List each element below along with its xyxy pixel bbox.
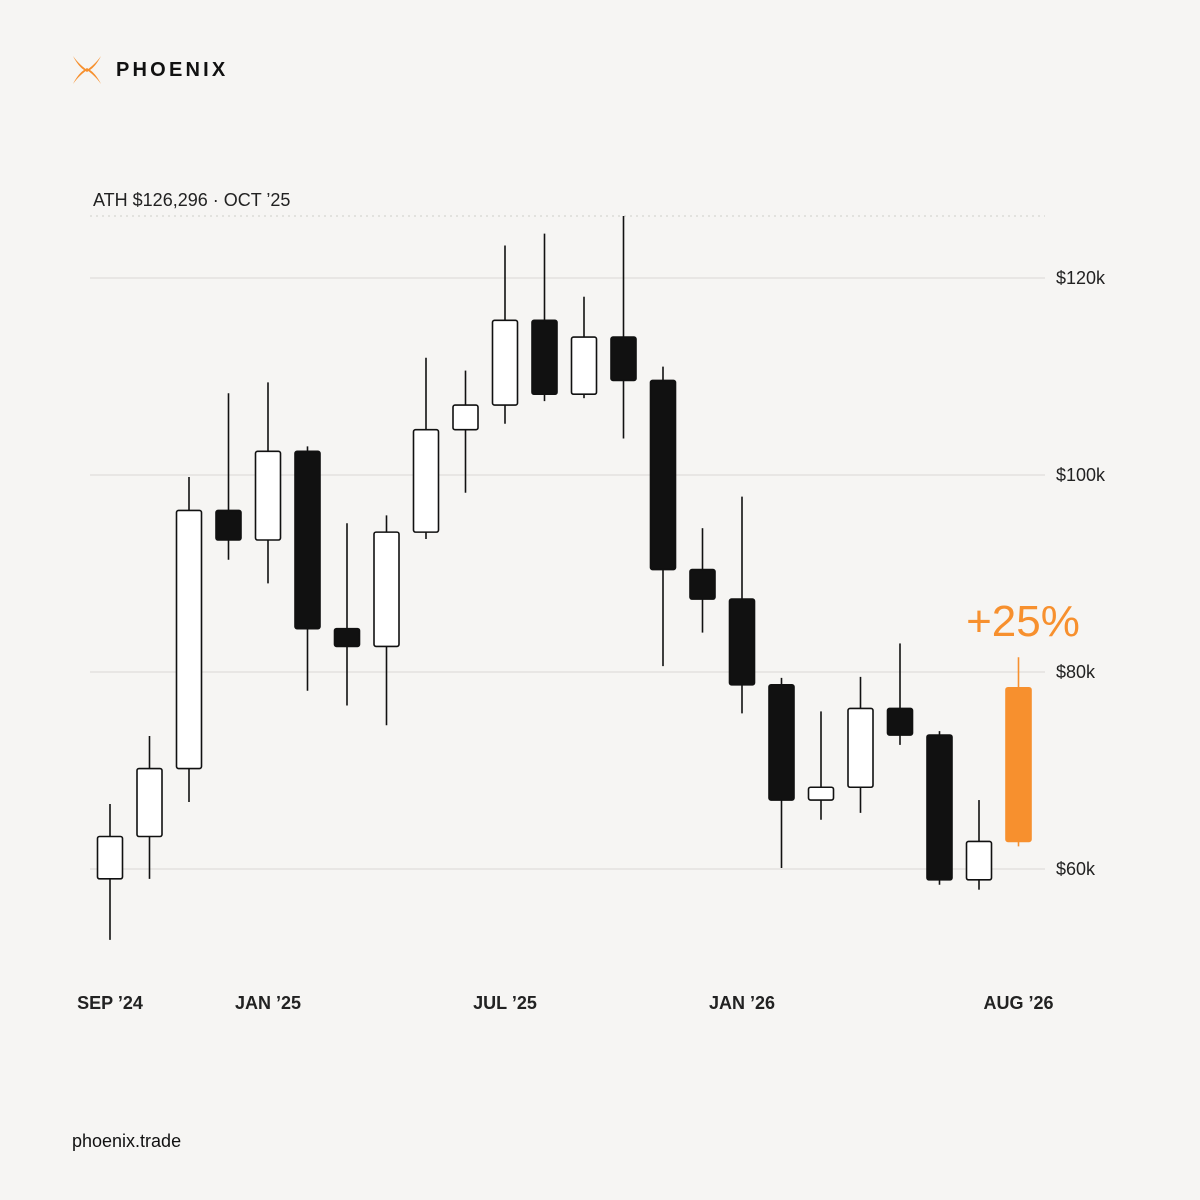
candle-body [531, 319, 558, 396]
candle-body [728, 598, 756, 686]
candle-body [610, 336, 637, 382]
candle-body [175, 509, 203, 770]
x-axis-labels: SEP ’24 JAN ’25 JUL ’25 JAN ’26 AUG ’26 [77, 993, 1053, 1013]
x-tick-label: AUG ’26 [983, 993, 1053, 1013]
candle-body [1005, 686, 1032, 843]
candle-body [847, 707, 874, 789]
candle-body [254, 450, 282, 541]
candle-body [452, 404, 479, 431]
candle-up [847, 676, 874, 813]
y-tick-label: $80k [1056, 662, 1096, 682]
candle-down [531, 233, 558, 402]
x-tick-label: JUL ’25 [473, 993, 537, 1013]
change-callout: +25% [966, 597, 1080, 646]
y-tick-label: $60k [1056, 859, 1096, 879]
candle-body [373, 531, 400, 648]
candle-body [689, 568, 716, 600]
candle-down [728, 496, 756, 714]
candle-down [689, 528, 716, 633]
candles [96, 215, 1032, 940]
x-tick-label: JAN ’25 [235, 993, 301, 1013]
candle-body [886, 707, 914, 736]
candle-body [768, 684, 795, 801]
candle-body [215, 509, 242, 541]
candle-up [136, 736, 163, 879]
brand-name: PHOENIX [116, 58, 229, 81]
candle-body [926, 734, 953, 881]
footer-url: phoenix.trade [72, 1131, 182, 1151]
candle-highlight [1005, 657, 1032, 847]
candle-up [491, 245, 519, 424]
candle-body [491, 319, 519, 406]
candle-body [136, 767, 163, 838]
chart-gridlines [90, 215, 1045, 870]
candle-down [610, 215, 637, 439]
candle-down [649, 366, 677, 667]
candle-body [294, 450, 321, 630]
candle-down [768, 677, 795, 869]
candle-up [96, 803, 124, 940]
candle-body [333, 627, 361, 648]
candle-up [807, 711, 835, 820]
ath-label: ATH $126,296 · OCT ’25 [93, 190, 290, 210]
candle-up [965, 800, 993, 890]
candle-body [807, 786, 835, 801]
candle-up [412, 357, 440, 540]
candle-up [570, 296, 598, 399]
y-tick-label: $120k [1056, 268, 1106, 288]
x-tick-label: JAN ’26 [709, 993, 775, 1013]
candle-up [175, 476, 203, 803]
candle-body [649, 379, 677, 571]
phoenix-x-logo-icon [73, 56, 101, 84]
candle-body [965, 840, 993, 881]
y-axis-labels: $120k $100k $80k $60k [1056, 268, 1106, 879]
candle-body [412, 428, 440, 533]
candle-up [254, 382, 282, 584]
candle-down [215, 393, 242, 560]
candle-up [452, 370, 479, 493]
candle-down [333, 523, 361, 706]
x-tick-label: SEP ’24 [77, 993, 143, 1013]
candle-down [926, 731, 953, 885]
candle-up [373, 515, 400, 726]
candle-body [570, 336, 598, 396]
candle-body [96, 835, 124, 880]
candle-down [294, 446, 321, 691]
y-tick-label: $100k [1056, 465, 1106, 485]
brand-logo: PHOENIX [72, 54, 228, 86]
candle-down [886, 643, 914, 745]
